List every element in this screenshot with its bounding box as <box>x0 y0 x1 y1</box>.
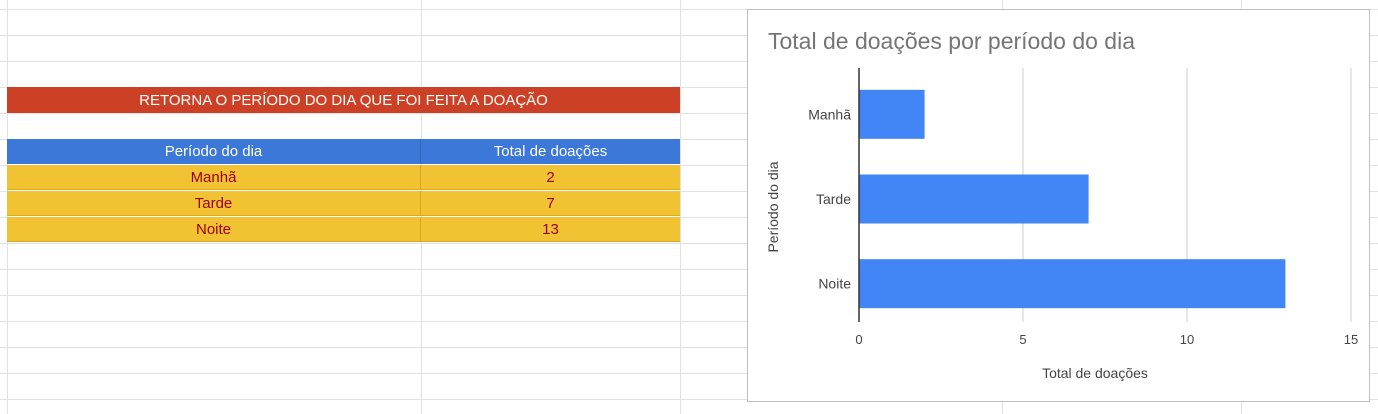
y-category-label: Manhã <box>808 106 851 122</box>
table-row[interactable]: Manhã 2 <box>7 165 680 190</box>
x-axis-title: Total de doações <box>1042 365 1148 381</box>
table-row[interactable]: Tarde 7 <box>7 191 680 216</box>
x-tick-label: 15 <box>1344 332 1358 347</box>
cell-total[interactable]: 7 <box>546 194 555 212</box>
header-total[interactable]: Total de doações <box>493 143 608 160</box>
chart-title: Total de doações por período do dia <box>768 28 1135 54</box>
bar-tarde[interactable] <box>859 174 1089 224</box>
bar-manhã[interactable] <box>859 89 925 139</box>
cell-periodo[interactable]: Noite <box>7 217 421 241</box>
bar-noite[interactable] <box>859 259 1286 309</box>
x-tick-label: 0 <box>855 332 862 347</box>
header-periodo[interactable]: Período do dia <box>7 139 421 164</box>
cell-periodo[interactable]: Tarde <box>7 191 421 215</box>
bar-chart: 0 5 10 15 Manhã Tarde Noite Total de doações Per… <box>765 68 1358 381</box>
x-tick-label: 10 <box>1180 332 1194 347</box>
table-header-row[interactable]: Período do dia Total de doações <box>7 139 680 164</box>
table-row[interactable]: Noite 13 <box>7 217 680 242</box>
cell-total[interactable]: 13 <box>542 220 559 238</box>
chart-container[interactable]: 0 5 10 15 Manhã Tarde Noite Total de doações Per… <box>747 9 1370 402</box>
x-tick-label: 5 <box>1019 332 1026 347</box>
title-banner-text: RETORNA O PERÍODO DO DIA QUE FOI FEITA A… <box>139 91 548 109</box>
cell-total[interactable]: 2 <box>546 168 555 186</box>
cell-periodo[interactable]: Manhã <box>7 165 421 189</box>
y-category-label: Noite <box>818 276 851 292</box>
y-axis-title: Período do dia <box>765 161 781 252</box>
title-banner[interactable]: RETORNA O PERÍODO DO DIA QUE FOI FEITA A… <box>7 87 680 113</box>
y-category-label: Tarde <box>816 191 851 207</box>
